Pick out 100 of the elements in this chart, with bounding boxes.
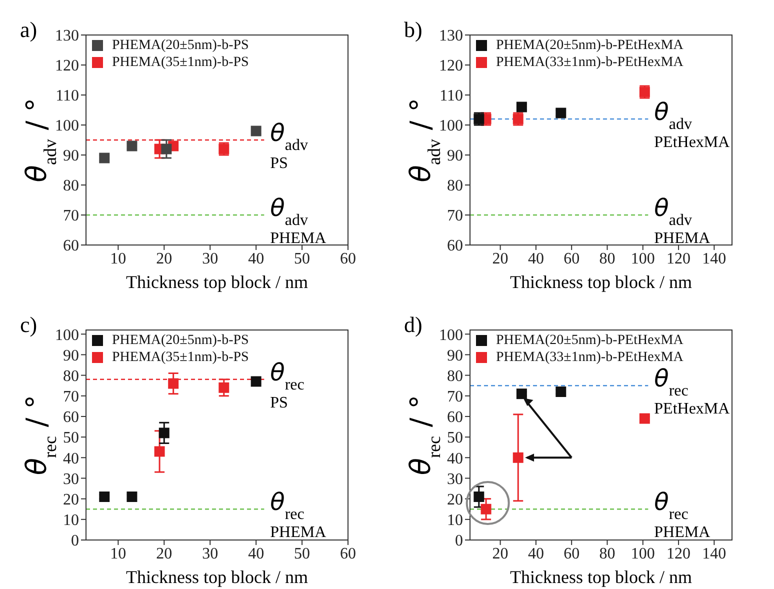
x-axis-title: Thickness top block / nm: [510, 567, 692, 587]
ref-line-label: θ$_{rec}$ PHEMA: [654, 488, 711, 542]
ref-line-label: θ$_{adv}$ PHEMA: [654, 194, 711, 247]
chart-title: d): [404, 312, 422, 337]
y-tick-label: 40: [63, 450, 79, 468]
x-tick-label: 120: [666, 545, 691, 562]
x-tick-label: 60: [340, 545, 356, 562]
point: [158, 428, 170, 438]
x-tick-label: 10: [110, 250, 126, 268]
x-tick-label: 50: [294, 250, 310, 268]
y-tick-label: 110: [56, 88, 79, 105]
x-tick-label: 140: [702, 545, 726, 562]
x-tick-label: 60: [564, 250, 580, 268]
y-tick-label: 60: [63, 238, 79, 255]
y-tick-label: 120: [439, 58, 463, 75]
y-tick-label: 10: [447, 512, 463, 530]
y-tick-label: 60: [447, 238, 463, 255]
chart-title: b): [404, 17, 422, 42]
x-tick-label: 60: [340, 250, 356, 268]
point: [639, 413, 650, 424]
y-tick-label: 20: [63, 492, 79, 509]
y-tick-label: 60: [63, 409, 79, 426]
ref-line-label: θ$_{adv}$ PS: [270, 119, 308, 172]
x-tick-label: 100: [630, 545, 655, 562]
x-tick-label: 80: [599, 545, 616, 562]
point: [512, 452, 524, 463]
y-tick-label: 110: [440, 88, 463, 105]
ref-line-label: θ$_{rec}$ PEtHexMA: [654, 364, 730, 418]
point: [556, 386, 566, 398]
y-tick-label: 30: [447, 470, 463, 488]
legend-label: PHEMA(20±5nm)-b-PS: [112, 37, 249, 54]
legend-label: PHEMA(33±1nm)-b-PEtHexMA: [496, 349, 684, 366]
legend-label: PHEMA(35±1nm)-b-PS: [112, 349, 249, 366]
y-tick-label: 100: [439, 326, 463, 344]
x-tick-label: 20: [492, 250, 508, 268]
x-axis-title: Thickness top block / nm: [510, 272, 692, 292]
y-tick-label: 80: [63, 368, 79, 385]
point: [126, 140, 138, 152]
legend-label: PHEMA(20±5nm)-b-PS: [112, 332, 249, 349]
x-tick-label: 40: [528, 250, 544, 268]
ref-line-label: θ$_{rec}$ PHEMA: [270, 488, 327, 542]
point: [99, 152, 110, 164]
point: [218, 382, 230, 393]
ref-line-label: θ$_{adv}$ PHEMA: [270, 194, 327, 247]
point: [168, 378, 179, 389]
point: [99, 492, 110, 502]
y-tick-label: 0: [71, 532, 79, 550]
x-tick-label: 30: [202, 250, 218, 268]
y-tick-label: 120: [55, 58, 79, 75]
ref-line-label: θ$_{adv}$ PEtHexMA: [654, 98, 730, 151]
x-tick-label: 80: [599, 250, 616, 268]
y-tick-label: 0: [455, 532, 463, 550]
y-tick-label: 80: [63, 178, 79, 195]
y-tick-label: 130: [439, 28, 463, 45]
point: [480, 504, 492, 514]
y-tick-label: 20: [447, 492, 463, 509]
x-tick-label: 10: [110, 545, 126, 562]
point: [154, 446, 165, 457]
point: [250, 126, 262, 136]
x-tick-label: 40: [248, 545, 264, 562]
point: [161, 144, 172, 154]
x-axis-title: Thickness top block / nm: [126, 567, 308, 587]
x-tick-label: 50: [294, 545, 310, 562]
legend-label: PHEMA(33±1nm)-b-PEtHexMA: [496, 54, 684, 71]
point: [516, 388, 527, 400]
point: [516, 102, 527, 112]
point: [556, 108, 566, 118]
legend-label: PHEMA(20±5nm)-b-PEtHexMA: [496, 37, 684, 54]
y-tick-label: 70: [447, 388, 463, 406]
x-tick-label: 120: [666, 250, 691, 268]
point: [126, 492, 138, 502]
y-tick-label: 70: [447, 208, 463, 225]
y-tick-label: 70: [63, 388, 79, 406]
point: [250, 376, 262, 387]
x-tick-label: 140: [702, 250, 726, 268]
x-tick-label: 100: [630, 250, 655, 268]
y-tick-label: 100: [55, 326, 79, 344]
x-tick-label: 20: [156, 545, 172, 562]
y-tick-label: 90: [63, 148, 79, 165]
x-tick-label: 30: [202, 545, 218, 562]
x-tick-label: 60: [564, 545, 580, 562]
y-tick-label: 90: [447, 148, 463, 165]
y-tick-label: 90: [63, 347, 79, 364]
y-tick-label: 50: [63, 430, 79, 447]
chart-title: c): [20, 312, 38, 337]
y-tick-label: 60: [447, 409, 463, 426]
x-tick-label: 20: [156, 250, 172, 268]
ref-line-label: θ$_{rec}$ PS: [270, 358, 304, 412]
y-tick-label: 50: [447, 430, 463, 447]
x-tick-label: 40: [528, 545, 544, 562]
y-tick-label: 30: [63, 470, 79, 488]
y-tick-label: 40: [447, 450, 463, 468]
y-tick-label: 70: [63, 208, 79, 225]
y-tick-label: 90: [447, 347, 463, 364]
x-tick-label: 40: [248, 250, 264, 268]
x-axis-title: Thickness top block / nm: [126, 272, 308, 292]
y-tick-label: 80: [447, 178, 463, 195]
chart-title: a): [20, 17, 38, 42]
y-tick-label: 130: [55, 28, 79, 45]
y-tick-label: 10: [63, 512, 79, 530]
